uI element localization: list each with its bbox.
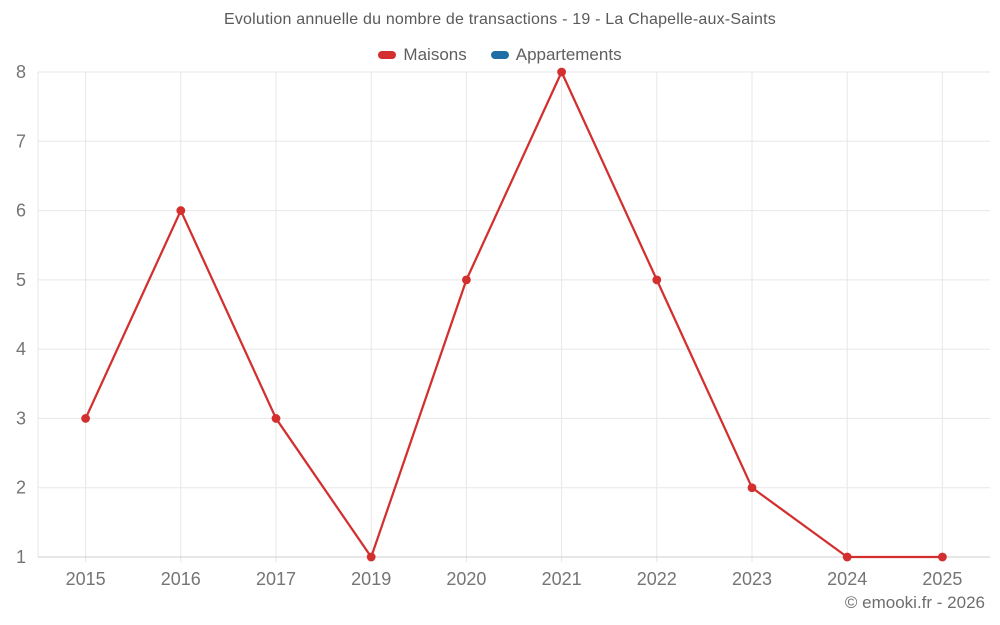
x-tick-label: 2023 xyxy=(732,569,772,589)
appartements-legend-swatch-icon xyxy=(490,51,509,59)
data-point-2025[interactable] xyxy=(938,552,947,562)
x-tick-label: 2021 xyxy=(542,569,582,589)
y-tick-label: 8 xyxy=(16,62,26,82)
data-point-2016[interactable] xyxy=(176,206,186,215)
legend-label-appartements: Appartements xyxy=(515,45,622,64)
maisons-line xyxy=(84,70,944,559)
maisons-legend-swatch-icon xyxy=(378,51,397,59)
y-tick-label: 2 xyxy=(16,478,26,498)
legend-item-maisons[interactable]: Maisons xyxy=(378,45,467,65)
y-tick-label: 3 xyxy=(16,408,26,428)
data-point-2022[interactable] xyxy=(652,275,662,285)
x-tick-label: 2025 xyxy=(922,569,962,589)
x-tick-label: 2024 xyxy=(827,569,867,589)
legend-item-appartements[interactable]: Appartements xyxy=(490,45,622,65)
data-point-2015[interactable] xyxy=(81,414,90,423)
x-tick-label: 2019 xyxy=(351,569,391,589)
data-point-2023[interactable] xyxy=(747,483,757,493)
y-tick-label: 6 xyxy=(16,201,26,221)
copyright: © emooki.fr - 2026 xyxy=(844,593,985,612)
legend: Maisons Appartements xyxy=(0,45,1000,65)
legend-label-maisons: Maisons xyxy=(403,45,467,64)
x-tick-label: 2015 xyxy=(66,569,106,589)
y-tick-label: 7 xyxy=(16,131,26,151)
data-point-2021[interactable] xyxy=(557,67,566,77)
x-tick-label: 2016 xyxy=(161,569,201,589)
data-point-2024[interactable] xyxy=(842,552,852,562)
x-tick-label: 2017 xyxy=(256,569,296,589)
y-tick-label: 5 xyxy=(16,270,26,290)
data-point-2020[interactable] xyxy=(462,275,471,285)
data-point-2017[interactable] xyxy=(271,414,281,423)
y-tick-label: 1 xyxy=(16,547,26,567)
data-point-2019[interactable] xyxy=(366,552,376,562)
x-tick-label: 2022 xyxy=(637,569,677,589)
y-tick-label: 4 xyxy=(16,339,26,359)
x-tick-label: 2020 xyxy=(446,569,486,589)
chart-title: Evolution annuelle du nombre de transact… xyxy=(223,11,776,28)
